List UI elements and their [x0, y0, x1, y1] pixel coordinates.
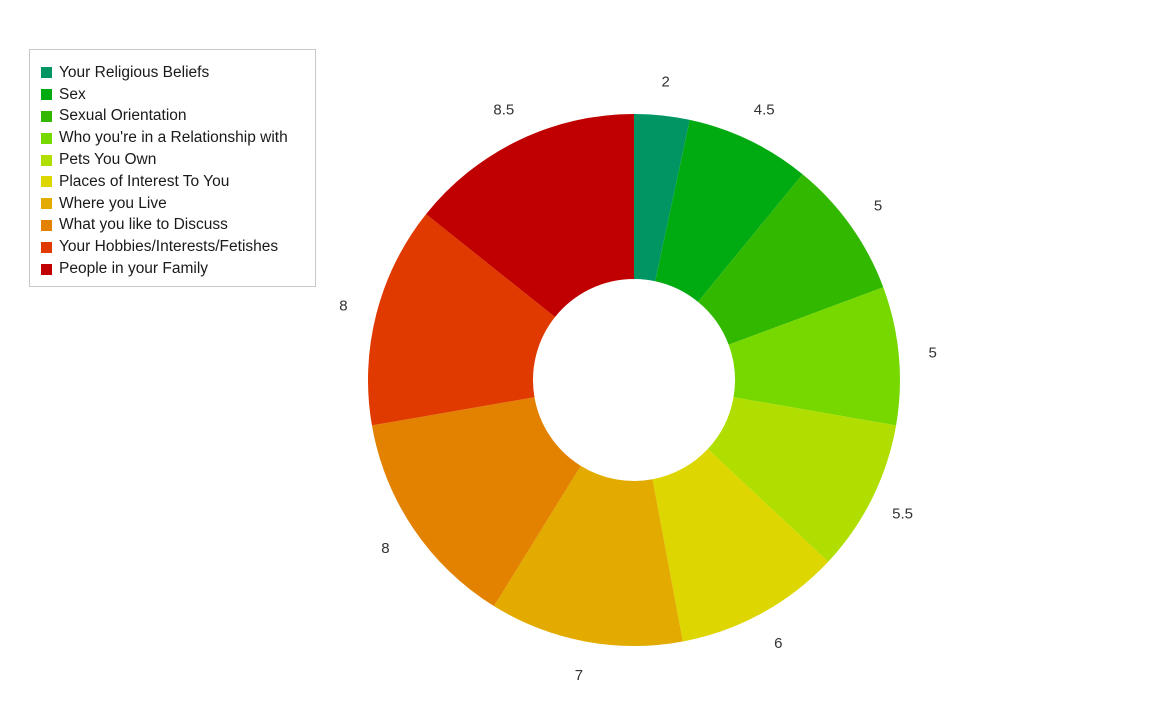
pie-slice [368, 214, 556, 426]
slice-value-label: 8 [381, 540, 389, 557]
legend-label: Sex [59, 85, 86, 103]
legend-swatch [41, 219, 52, 231]
pie-slice [493, 465, 683, 646]
legend-swatch [41, 154, 52, 166]
legend-swatch [41, 263, 52, 275]
slice-value-label: 5 [929, 344, 937, 361]
legend-item: Sex [30, 84, 315, 106]
legend-item: Your Religious Beliefs [30, 62, 315, 84]
legend-swatch [41, 110, 52, 122]
pie-slice [652, 449, 829, 642]
slice-value-label: 5.5 [892, 506, 913, 523]
legend-item: What you like to Discuss [30, 215, 315, 237]
legend-item: Pets You Own [30, 149, 315, 171]
legend-label: Where you Live [59, 194, 167, 212]
slice-value-label: 2 [661, 74, 669, 91]
legend-swatch [41, 132, 52, 144]
slice-value-label: 8 [339, 298, 347, 315]
legend-item: People in your Family [30, 258, 315, 280]
legend-label: Places of Interest To You [59, 172, 230, 190]
legend-label: Your Religious Beliefs [59, 63, 210, 81]
legend-swatch [41, 241, 52, 253]
legend-label: Pets You Own [59, 151, 157, 169]
slice-value-label: 4.5 [754, 102, 775, 119]
pie-slice [698, 174, 884, 345]
legend-swatch [41, 89, 52, 101]
legend-label: Your Hobbies/Interests/Fetishes [59, 238, 279, 256]
legend-label: Who you're in a Relationship with [59, 129, 288, 147]
legend-swatch [41, 67, 52, 79]
legend-label: People in your Family [59, 260, 209, 278]
legend-label: Sexual Orientation [59, 107, 187, 125]
pie-slice [655, 119, 803, 302]
legend-item: Who you're in a Relationship with [30, 127, 315, 149]
legend-item: Places of Interest To You [30, 171, 315, 193]
pie-slice [426, 114, 634, 318]
pie-slice [371, 397, 581, 607]
slice-value-label: 5 [874, 198, 882, 215]
legend-label: What you like to Discuss [59, 216, 228, 234]
legend-item: Your Hobbies/Interests/Fetishes [30, 236, 315, 258]
slice-value-label: 6 [774, 635, 782, 652]
pie-slice [707, 397, 897, 562]
slice-value-label: 7 [575, 667, 583, 684]
pie-slice [728, 287, 900, 426]
slice-value-label: 8.5 [493, 102, 514, 119]
chart-legend: Your Religious Beliefs Sex Sexual Orientat… [29, 49, 316, 287]
pie-slice [634, 114, 690, 282]
legend-item: Sexual Orientation [30, 106, 315, 128]
legend-swatch [41, 176, 52, 188]
legend-item: Where you Live [30, 193, 315, 215]
legend-swatch [41, 198, 52, 210]
